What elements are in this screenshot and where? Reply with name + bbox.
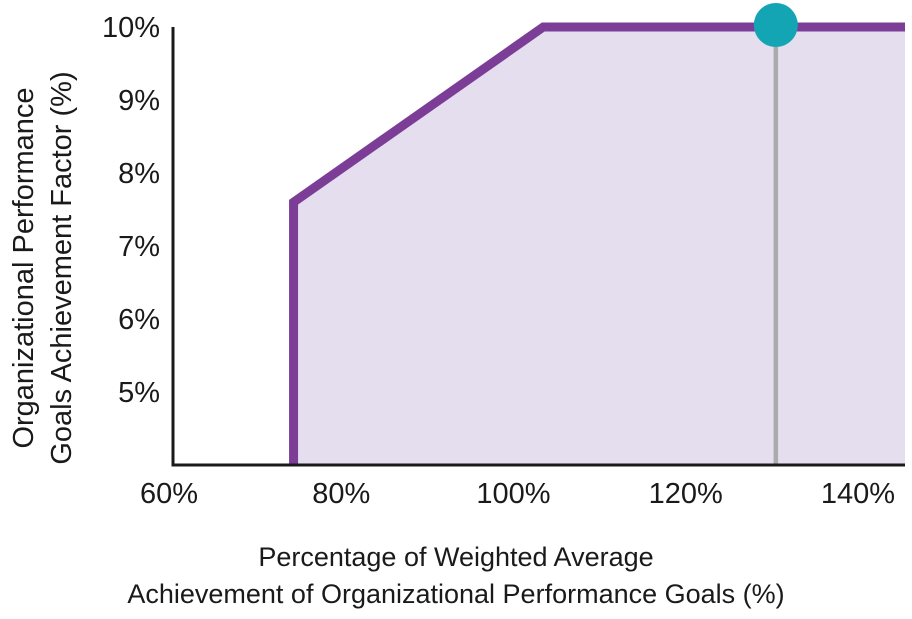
x-tick-label: 140% [821, 478, 895, 510]
y-axis-title-line2: Goals Achievement Factor (%) [46, 71, 78, 465]
y-tick-label: 10% [102, 12, 160, 44]
axis-lines [171, 27, 905, 467]
y-tick-label: 6% [118, 304, 160, 336]
x-axis-title: Percentage of Weighted Average Achieveme… [16, 539, 896, 613]
x-tick-label: 60% [140, 478, 198, 510]
payout-curve-line [289, 22, 905, 465]
x-axis-title-line2: Achievement of Organizational Performanc… [127, 579, 785, 609]
x-tick-label: 80% [312, 478, 370, 510]
x-tick-label: 100% [476, 478, 550, 510]
payout-area-fill [293, 27, 905, 465]
y-tick-label: 5% [118, 377, 160, 409]
y-tick-label: 7% [118, 231, 160, 263]
achievement-marker-dot [753, 3, 798, 47]
x-tick-label: 120% [649, 478, 723, 510]
y-tick-label: 9% [118, 85, 160, 117]
x-axis-title-line1: Percentage of Weighted Average [258, 542, 654, 572]
y-axis-title-line1: Organizational Performance [8, 87, 40, 449]
y-tick-label: 8% [118, 158, 160, 190]
y-axis-title: Organizational Performance Goals Achieve… [5, 0, 81, 548]
